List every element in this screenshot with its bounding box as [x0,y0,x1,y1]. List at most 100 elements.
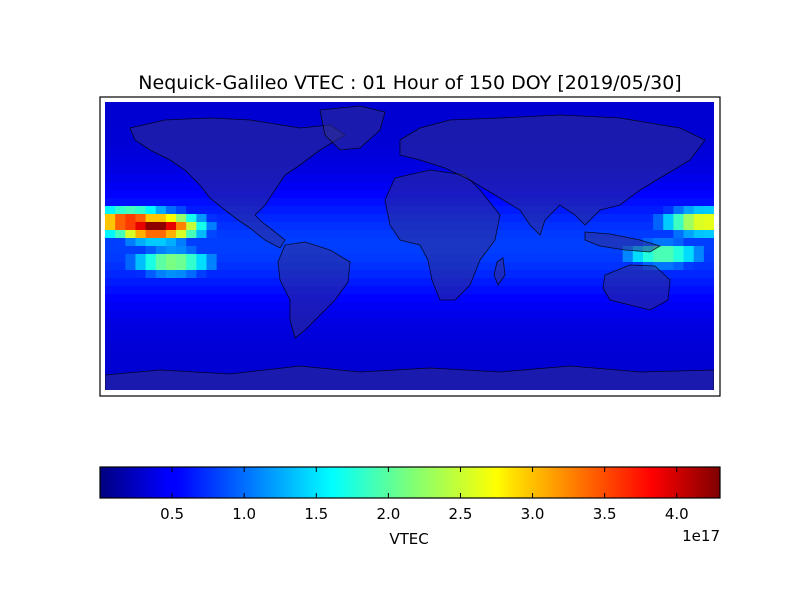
vtec-cell [500,294,512,303]
vtec-cell [358,254,370,263]
vtec-cell [521,270,532,279]
vtec-cell [226,102,238,111]
vtec-cell [683,334,695,343]
vtec-cell [561,102,573,111]
vtec-cell [196,222,208,231]
vtec-cell [105,246,116,255]
vtec-cell [500,310,512,319]
vtec-cell [521,262,532,271]
vtec-cell [338,358,350,367]
vtec-cell [105,222,116,231]
vtec-cell [470,302,482,311]
vtec-cell [216,262,228,271]
vtec-cell [663,238,674,247]
vtec-cell [125,334,137,343]
vtec-cell [551,310,563,319]
vtec-cell [145,230,157,239]
vtec-cell [328,142,340,151]
vtec-cell [165,214,177,223]
vtec-cell [500,270,512,279]
vtec-cell [368,158,380,167]
vtec-cell [439,358,451,367]
vtec-cell [358,190,370,199]
vtec-cell [287,198,299,207]
vtec-cell [226,214,238,223]
vtec-cell [622,350,634,359]
vtec-cell [186,350,197,359]
vtec-cell [247,334,258,343]
vtec-cell [206,246,218,255]
vtec-cell [135,318,147,327]
vtec-cell [521,358,532,367]
vtec-cell [176,286,187,295]
vtec-cell [277,310,289,319]
vtec-cell [480,254,492,263]
vtec-cell [379,318,390,327]
vtec-cell [703,230,714,239]
vtec-cell [115,126,126,135]
vtec-cell [257,334,268,343]
vtec-cell [612,326,624,335]
vtec-cell [206,262,218,271]
vtec-cell [287,182,299,191]
vtec-cell [348,358,360,367]
vtec-cell [693,110,705,119]
vtec-cell [216,230,228,239]
vtec-cell [653,246,664,255]
vtec-cell [632,326,644,335]
vtec-cell [521,310,532,319]
vtec-cell [531,302,543,311]
vtec-cell [551,206,563,215]
vtec-cell [439,326,451,335]
vtec-cell [409,246,421,255]
vtec-cell [186,294,197,303]
vtec-cell [571,214,583,223]
colorbar [99,466,721,499]
vtec-cell [531,350,543,359]
vtec-cell [145,182,157,191]
vtec-cell [115,262,126,271]
vtec-cell [531,254,543,263]
vtec-cell [693,278,705,287]
vtec-cell [571,270,583,279]
vtec-cell [470,110,482,119]
vtec-cell [419,326,431,335]
vtec-cell [297,190,309,199]
vtec-cell [165,286,177,295]
vtec-cell [125,222,137,231]
vtec-cell [318,198,329,207]
vtec-cell [226,310,238,319]
vtec-cell [693,270,705,279]
vtec-cell [490,286,502,295]
vtec-cell [115,326,126,335]
vtec-cell [125,270,137,279]
colorbar-tick-label: 4.0 [665,505,689,523]
vtec-cell [155,230,167,239]
vtec-cell [521,286,532,295]
vtec-cell [267,358,279,367]
vtec-cell [135,158,147,167]
vtec-cell [379,334,390,343]
vtec-cell [419,110,431,119]
vtec-cell [653,214,664,223]
vtec-cell [592,286,603,295]
vtec-cell [571,302,583,311]
vtec-cell [287,230,299,239]
vtec-cell [551,294,563,303]
vtec-cell [622,102,634,111]
vtec-cell [105,166,116,175]
vtec-cell [105,206,116,215]
vtec-cell [663,302,674,311]
vtec-cell [358,166,370,175]
vtec-cell [328,246,340,255]
vtec-cell [247,342,258,351]
vtec-cell [683,174,695,183]
vtec-cell [531,318,543,327]
vtec-cell [460,302,471,311]
vtec-cell [145,238,157,247]
vtec-cell [531,238,543,247]
vtec-cell [206,302,218,311]
vtec-cell [308,238,319,247]
south-america [277,241,351,339]
vtec-cell [399,326,411,335]
